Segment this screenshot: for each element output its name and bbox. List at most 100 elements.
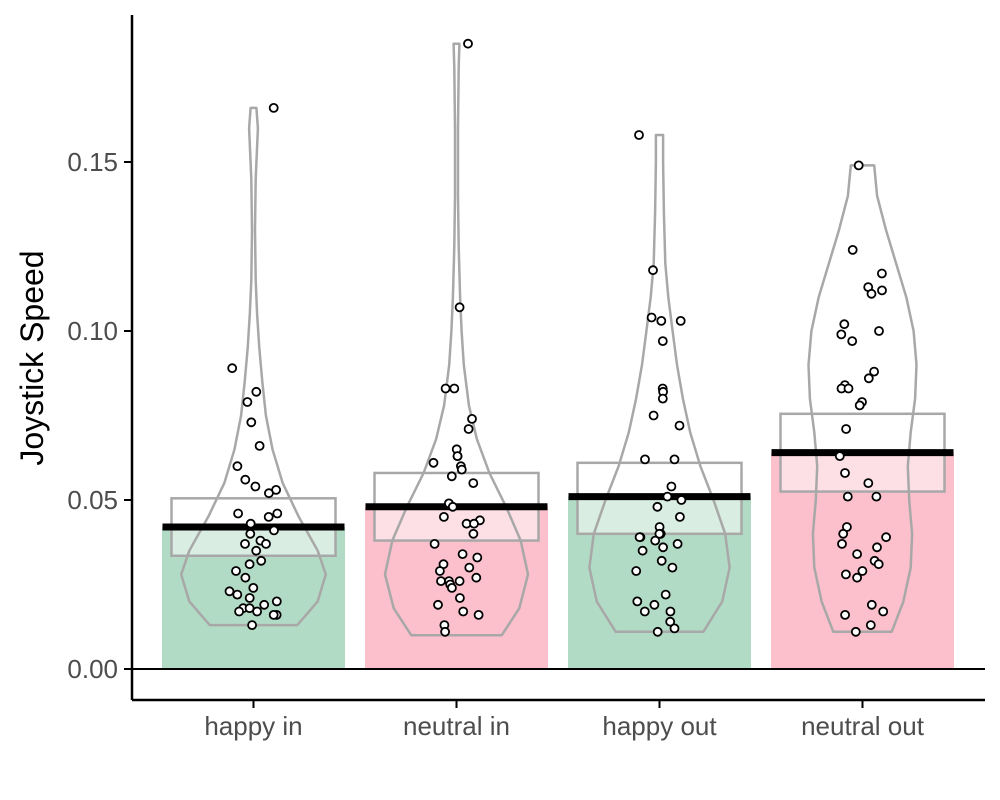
data-point <box>866 599 877 610</box>
data-point <box>272 508 283 519</box>
data-point <box>665 616 676 627</box>
data-point <box>232 589 243 600</box>
data-point <box>866 288 877 299</box>
data-point <box>246 417 257 428</box>
data-point <box>843 383 854 394</box>
y-tick-label: 0.10 <box>67 316 118 346</box>
data-point <box>631 566 642 576</box>
data-point <box>440 383 451 394</box>
data-point <box>261 539 271 549</box>
data-point <box>836 329 847 340</box>
data-point <box>669 454 680 465</box>
data-point <box>428 457 439 468</box>
data-point <box>227 363 238 374</box>
data-point <box>841 569 851 580</box>
data-point <box>877 268 887 279</box>
data-point <box>233 508 244 519</box>
data-point <box>256 555 267 566</box>
data-point <box>231 566 241 576</box>
data-point <box>657 336 668 347</box>
data-point <box>669 623 680 634</box>
data-point <box>639 606 650 617</box>
data-point <box>649 599 660 610</box>
data-point <box>446 583 457 593</box>
data-point <box>877 285 887 296</box>
data-point <box>463 38 473 49</box>
data-point <box>852 549 862 559</box>
x-tick-label: neutral out <box>801 711 925 741</box>
data-point <box>869 366 879 377</box>
data-point <box>240 539 250 549</box>
data-point <box>662 491 673 502</box>
data-point <box>676 495 687 505</box>
data-point <box>840 468 850 478</box>
data-point <box>469 518 479 529</box>
y-tick-label: 0.15 <box>67 147 118 177</box>
data-point <box>675 512 685 522</box>
data-point <box>650 535 661 546</box>
data-point <box>240 474 251 485</box>
data-point <box>251 386 262 397</box>
data-point <box>473 610 484 620</box>
data-point <box>865 620 876 630</box>
data-point <box>468 528 479 539</box>
violin-4 <box>807 164 918 634</box>
data-point <box>841 424 851 434</box>
data-point <box>648 265 658 276</box>
data-point <box>244 559 255 570</box>
data-point <box>438 512 449 522</box>
data-point <box>452 451 463 462</box>
data-point <box>657 393 668 404</box>
data-point <box>881 532 891 543</box>
data-point <box>675 315 686 326</box>
data-point <box>674 420 685 431</box>
data-point <box>467 413 477 424</box>
data-point <box>666 481 677 492</box>
data-point <box>665 606 676 617</box>
data-point <box>454 302 465 313</box>
data-point <box>232 461 243 472</box>
data-point <box>652 626 663 637</box>
data-point <box>464 562 475 573</box>
data-point <box>449 383 460 394</box>
data-point <box>456 464 467 475</box>
data-point <box>250 481 261 492</box>
data-point <box>458 606 469 617</box>
data-point <box>654 528 665 539</box>
data-point <box>634 130 644 140</box>
data-point <box>863 373 874 384</box>
data-point <box>672 539 683 549</box>
data-point <box>872 542 882 553</box>
data-point <box>254 440 265 451</box>
x-tick-label: happy out <box>602 711 717 741</box>
data-point <box>429 539 440 549</box>
data-point <box>440 626 451 637</box>
data-point <box>842 491 853 502</box>
data-point <box>454 593 465 603</box>
data-point <box>245 518 256 529</box>
violin-1 <box>179 106 328 627</box>
data-point <box>259 599 270 610</box>
data-point <box>854 400 865 411</box>
data-point <box>648 410 659 421</box>
data-point <box>234 606 245 617</box>
data-point <box>271 596 282 607</box>
violin-2 <box>383 42 530 637</box>
data-point <box>242 397 253 407</box>
data-point <box>839 319 850 330</box>
data-point <box>853 160 864 171</box>
x-tick-label: neutral in <box>403 711 510 741</box>
data-point <box>247 620 258 630</box>
data-point <box>840 610 850 620</box>
data-point <box>656 315 667 326</box>
data-point <box>838 528 849 539</box>
data-point <box>436 576 446 586</box>
data-point <box>852 572 862 583</box>
data-point <box>646 312 657 323</box>
data-point <box>874 326 884 336</box>
data-point <box>447 501 458 512</box>
data-point <box>224 586 235 597</box>
data-point <box>263 488 274 499</box>
data-point <box>245 528 256 539</box>
